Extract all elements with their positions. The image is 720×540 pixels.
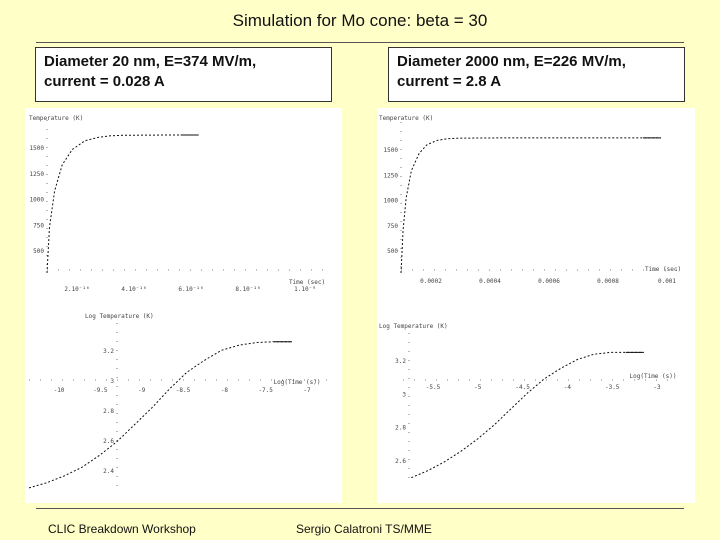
xtick-right-bottom: -5.5: [426, 384, 441, 391]
left-plots-image: Temperature (K) Time (sec) 2.10⁻¹⁰ 4.10⁻¹⁰ 6…: [25, 108, 342, 503]
left-caption-line1: Diameter 20 nm, E=374 MV/m,: [44, 53, 257, 70]
xtick-left-top: 4.10⁻¹⁰: [121, 286, 146, 293]
xtick-right-bottom: -4.5: [515, 384, 530, 391]
ytick-left-top: 750: [33, 222, 44, 229]
xtick-left-top: 6.10⁻¹⁰: [178, 286, 203, 293]
ytick-right-top: 1500: [384, 147, 399, 154]
ytick-right-top: 1000: [384, 198, 399, 205]
chart-left-bottom: Log Temperature (K) Log(Time (s)) -10 -9.5 -…: [28, 313, 327, 493]
ylabel-right-top: Temperature (K): [379, 115, 433, 122]
ytick-left-top: 1250: [30, 171, 45, 178]
xtick-right-top: 0.0004: [479, 278, 501, 285]
ytick-left-top: 1500: [30, 145, 45, 152]
footer-left: CLIC Breakdown Workshop: [48, 522, 196, 536]
xlabel-right-top: Time (sec): [645, 266, 681, 273]
ylabel-left-top: Temperature (K): [29, 115, 83, 122]
ytick-right-top: 1250: [384, 172, 399, 179]
chart-left-top: Temperature (K) Time (sec) 2.10⁻¹⁰ 4.10⁻¹⁰ 6…: [29, 115, 325, 293]
ylabel-right-bottom: Log Temperature (K): [379, 323, 448, 330]
xtick-right-bottom: -3.5: [605, 384, 620, 391]
ytick-left-top: 500: [33, 248, 44, 255]
ytick-right-top: 500: [387, 248, 398, 255]
ytick-left-top: 1000: [30, 197, 45, 204]
xtick-left-bottom: -8.5: [176, 387, 191, 394]
xtick-left-top: 8.10⁻¹⁰: [235, 286, 260, 293]
xtick-right-bottom: -3: [653, 384, 661, 391]
xtick-right-top: 0.0006: [538, 278, 560, 285]
right-panel-caption: Diameter 2000 nm, E=226 MV/m, current = …: [388, 47, 685, 102]
xtick-left-bottom: -9: [138, 387, 146, 394]
xtick-right-bottom: -4: [564, 384, 572, 391]
footer-right: Sergio Calatroni TS/MME: [296, 522, 432, 536]
xlabel-left-top: Time (sec): [289, 279, 325, 286]
xtick-right-top: 0.0002: [420, 278, 442, 285]
slide-title: Simulation for Mo cone: beta = 30: [232, 11, 488, 30]
chart-right-bottom: Log Temperature (K) Log(Time (s)) -5.5 -5 -4…: [379, 323, 677, 483]
right-plots-svg: Temperature (K) Time (sec) 0.0002 0.0004 0.0…: [379, 115, 687, 483]
xtick-right-top: 0.001: [658, 278, 676, 285]
series-line-right-bottom: [411, 351, 644, 479]
top-divider: [36, 42, 684, 43]
xlabel-left-bottom: Log(Time (s)): [274, 379, 321, 386]
ytick-left-bottom: 3: [110, 378, 114, 385]
ytick-left-bottom: 2.4: [103, 468, 114, 475]
right-plots-image: Temperature (K) Time (sec) 0.0002 0.0004 0.0…: [377, 108, 695, 503]
bottom-divider: [36, 508, 684, 509]
left-plots-svg: Temperature (K) Time (sec) 2.10⁻¹⁰ 4.10⁻¹⁰ 6…: [28, 115, 327, 493]
series-line-left-top: [46, 134, 199, 274]
xtick-left-bottom: -7: [303, 387, 311, 394]
ytick-right-top: 750: [387, 223, 398, 230]
right-caption-line2: current = 2.8 A: [397, 73, 502, 90]
ytick-right-bottom: 3.2: [395, 358, 406, 365]
xtick-right-top: 0.0008: [597, 278, 619, 285]
xtick-left-bottom: -10: [54, 387, 65, 394]
ylabel-left-bottom: Log Temperature (K): [85, 313, 154, 320]
xtick-left-top: 2.10⁻¹⁰: [64, 286, 89, 293]
left-caption-line2: current = 0.028 A: [44, 73, 165, 90]
ytick-right-bottom: 2.8: [395, 425, 406, 432]
xtick-left-bottom: -9.5: [93, 387, 108, 394]
ytick-left-bottom: 2.6: [103, 438, 114, 445]
chart-right-top: Temperature (K) Time (sec) 0.0002 0.0004 0.0…: [379, 115, 687, 285]
right-caption-line1: Diameter 2000 nm, E=226 MV/m,: [397, 53, 626, 70]
left-panel-caption: Diameter 20 nm, E=374 MV/m, current = 0.…: [35, 47, 332, 102]
series-line-left-bottom: [28, 341, 292, 489]
xtick-left-top: 1.10⁻⁹: [294, 286, 316, 293]
ytick-left-bottom: 2.8: [103, 408, 114, 415]
xlabel-right-bottom: Log(Time (s)): [630, 373, 677, 380]
ytick-right-bottom: 3: [402, 391, 406, 398]
series-line-right-top: [400, 137, 661, 274]
xtick-left-bottom: -8: [221, 387, 229, 394]
ytick-right-bottom: 2.6: [395, 458, 406, 465]
ytick-left-bottom: 3.2: [103, 348, 114, 355]
xtick-right-bottom: -5: [474, 384, 482, 391]
xtick-left-bottom: -7.5: [258, 387, 273, 394]
